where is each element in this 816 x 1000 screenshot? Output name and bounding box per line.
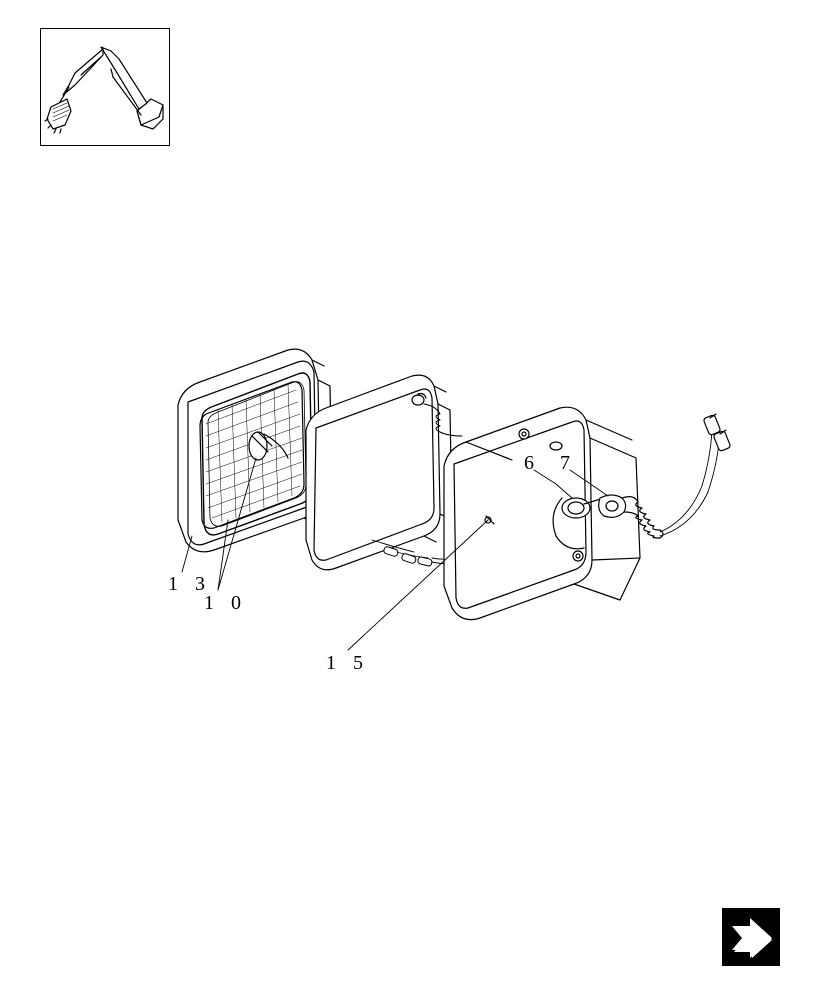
page: 1 3 1 0 1 5 6 7 xyxy=(0,0,816,1000)
callout-label: 6 xyxy=(524,452,534,474)
callout-label: 1 0 xyxy=(204,592,247,614)
nav-next-icon[interactable] xyxy=(722,908,778,964)
main-diagram xyxy=(0,0,816,1000)
callout-label: 7 xyxy=(560,452,570,474)
callout-7: 7 xyxy=(560,452,570,475)
callout-10: 1 0 xyxy=(204,592,247,615)
callout-6: 6 xyxy=(524,452,534,475)
callout-15: 1 5 xyxy=(326,652,369,675)
callout-label: 1 5 xyxy=(326,652,369,674)
